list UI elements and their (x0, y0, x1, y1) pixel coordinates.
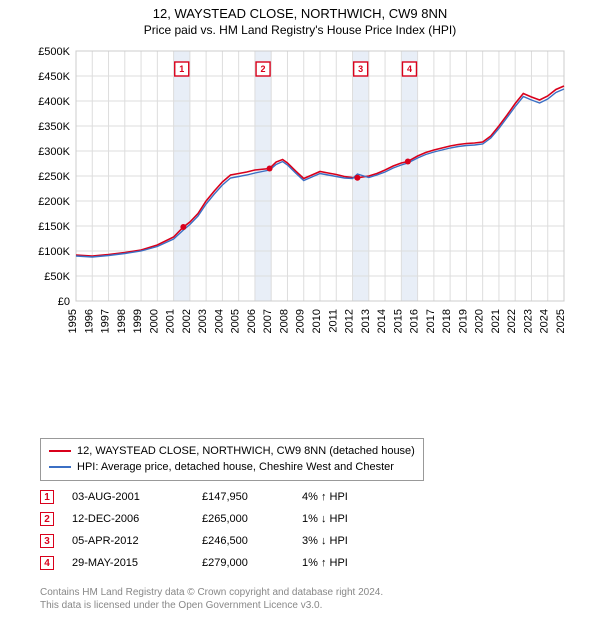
svg-text:2007: 2007 (262, 309, 274, 333)
transaction-marker: 3 (40, 534, 54, 548)
svg-text:£350K: £350K (38, 121, 70, 133)
legend-row: HPI: Average price, detached house, Ches… (49, 459, 415, 475)
svg-text:£450K: £450K (38, 71, 70, 83)
title-line2: Price paid vs. HM Land Registry's House … (0, 23, 600, 37)
footer: Contains HM Land Registry data © Crown c… (40, 586, 383, 612)
transaction-diff: 1% ↑ HPI (302, 557, 382, 569)
svg-text:2014: 2014 (376, 309, 388, 333)
svg-text:£150K: £150K (38, 221, 70, 233)
svg-text:2009: 2009 (295, 309, 307, 333)
transaction-date: 29-MAY-2015 (72, 557, 202, 569)
svg-text:2015: 2015 (392, 309, 404, 333)
titles: 12, WAYSTEAD CLOSE, NORTHWICH, CW9 8NN P… (0, 0, 600, 37)
svg-text:2018: 2018 (441, 309, 453, 333)
svg-text:£0: £0 (58, 296, 70, 308)
svg-text:£100K: £100K (38, 246, 70, 258)
price-chart: £0 £50K £100K £150K £200K £250K £300K £350K £400… (20, 43, 580, 383)
svg-text:2021: 2021 (490, 309, 502, 333)
transactions-table: 1 03-AUG-2001£147,9504% ↑ HPI 2 12-DEC-2006… (40, 486, 382, 574)
transaction-date: 12-DEC-2006 (72, 513, 202, 525)
svg-text:3: 3 (358, 64, 363, 74)
transaction-row: 3 05-APR-2012£246,5003% ↓ HPI (40, 530, 382, 552)
svg-text:2: 2 (261, 64, 266, 74)
legend-swatch (49, 466, 71, 468)
svg-text:£500K: £500K (38, 46, 70, 58)
svg-text:2003: 2003 (197, 309, 209, 333)
svg-text:2008: 2008 (278, 309, 290, 333)
svg-text:1998: 1998 (116, 309, 128, 333)
svg-text:1999: 1999 (132, 309, 144, 333)
legend-row: 12, WAYSTEAD CLOSE, NORTHWICH, CW9 8NN (… (49, 443, 415, 459)
svg-text:1995: 1995 (67, 309, 79, 333)
svg-text:2001: 2001 (165, 309, 177, 333)
transaction-diff: 4% ↑ HPI (302, 491, 382, 503)
transaction-price: £265,000 (202, 513, 302, 525)
transaction-marker: 1 (40, 490, 54, 504)
svg-text:£300K: £300K (38, 146, 70, 158)
svg-text:2017: 2017 (425, 309, 437, 333)
svg-text:2012: 2012 (344, 309, 356, 333)
svg-text:2004: 2004 (213, 309, 225, 333)
transaction-date: 05-APR-2012 (72, 535, 202, 547)
svg-text:2000: 2000 (148, 309, 160, 333)
transaction-price: £147,950 (202, 491, 302, 503)
svg-text:2024: 2024 (539, 309, 551, 333)
transaction-marker: 4 (40, 556, 54, 570)
svg-text:2019: 2019 (457, 309, 469, 333)
transaction-row: 2 12-DEC-2006£265,0001% ↓ HPI (40, 508, 382, 530)
svg-text:2022: 2022 (506, 309, 518, 333)
transaction-price: £279,000 (202, 557, 302, 569)
svg-text:1: 1 (179, 64, 184, 74)
transaction-row: 4 29-MAY-2015£279,0001% ↑ HPI (40, 552, 382, 574)
transaction-marker: 2 (40, 512, 54, 526)
footer-line1: Contains HM Land Registry data © Crown c… (40, 586, 383, 599)
title-line1: 12, WAYSTEAD CLOSE, NORTHWICH, CW9 8NN (0, 6, 600, 21)
transaction-diff: 3% ↓ HPI (302, 535, 382, 547)
transaction-price: £246,500 (202, 535, 302, 547)
svg-text:2023: 2023 (522, 309, 534, 333)
legend-swatch (49, 450, 71, 452)
svg-text:2010: 2010 (311, 309, 323, 333)
legend-label: 12, WAYSTEAD CLOSE, NORTHWICH, CW9 8NN (… (77, 443, 415, 459)
svg-text:2013: 2013 (360, 309, 372, 333)
svg-text:£50K: £50K (44, 271, 70, 283)
svg-text:2005: 2005 (230, 309, 242, 333)
svg-text:1997: 1997 (100, 309, 112, 333)
svg-text:£250K: £250K (38, 171, 70, 183)
transaction-row: 1 03-AUG-2001£147,9504% ↑ HPI (40, 486, 382, 508)
svg-text:2020: 2020 (474, 309, 486, 333)
legend-label: HPI: Average price, detached house, Ches… (77, 459, 394, 475)
transaction-date: 03-AUG-2001 (72, 491, 202, 503)
svg-text:2025: 2025 (555, 309, 567, 333)
chart-container: 12, WAYSTEAD CLOSE, NORTHWICH, CW9 8NN P… (0, 0, 600, 620)
svg-text:1996: 1996 (83, 309, 95, 333)
svg-text:£200K: £200K (38, 196, 70, 208)
svg-text:2006: 2006 (246, 309, 258, 333)
svg-text:2016: 2016 (409, 309, 421, 333)
legend: 12, WAYSTEAD CLOSE, NORTHWICH, CW9 8NN (… (40, 438, 424, 481)
transaction-diff: 1% ↓ HPI (302, 513, 382, 525)
svg-text:2011: 2011 (327, 309, 339, 333)
svg-text:4: 4 (407, 64, 412, 74)
footer-line2: This data is licensed under the Open Gov… (40, 599, 383, 612)
svg-text:2002: 2002 (181, 309, 193, 333)
svg-text:£400K: £400K (38, 96, 70, 108)
